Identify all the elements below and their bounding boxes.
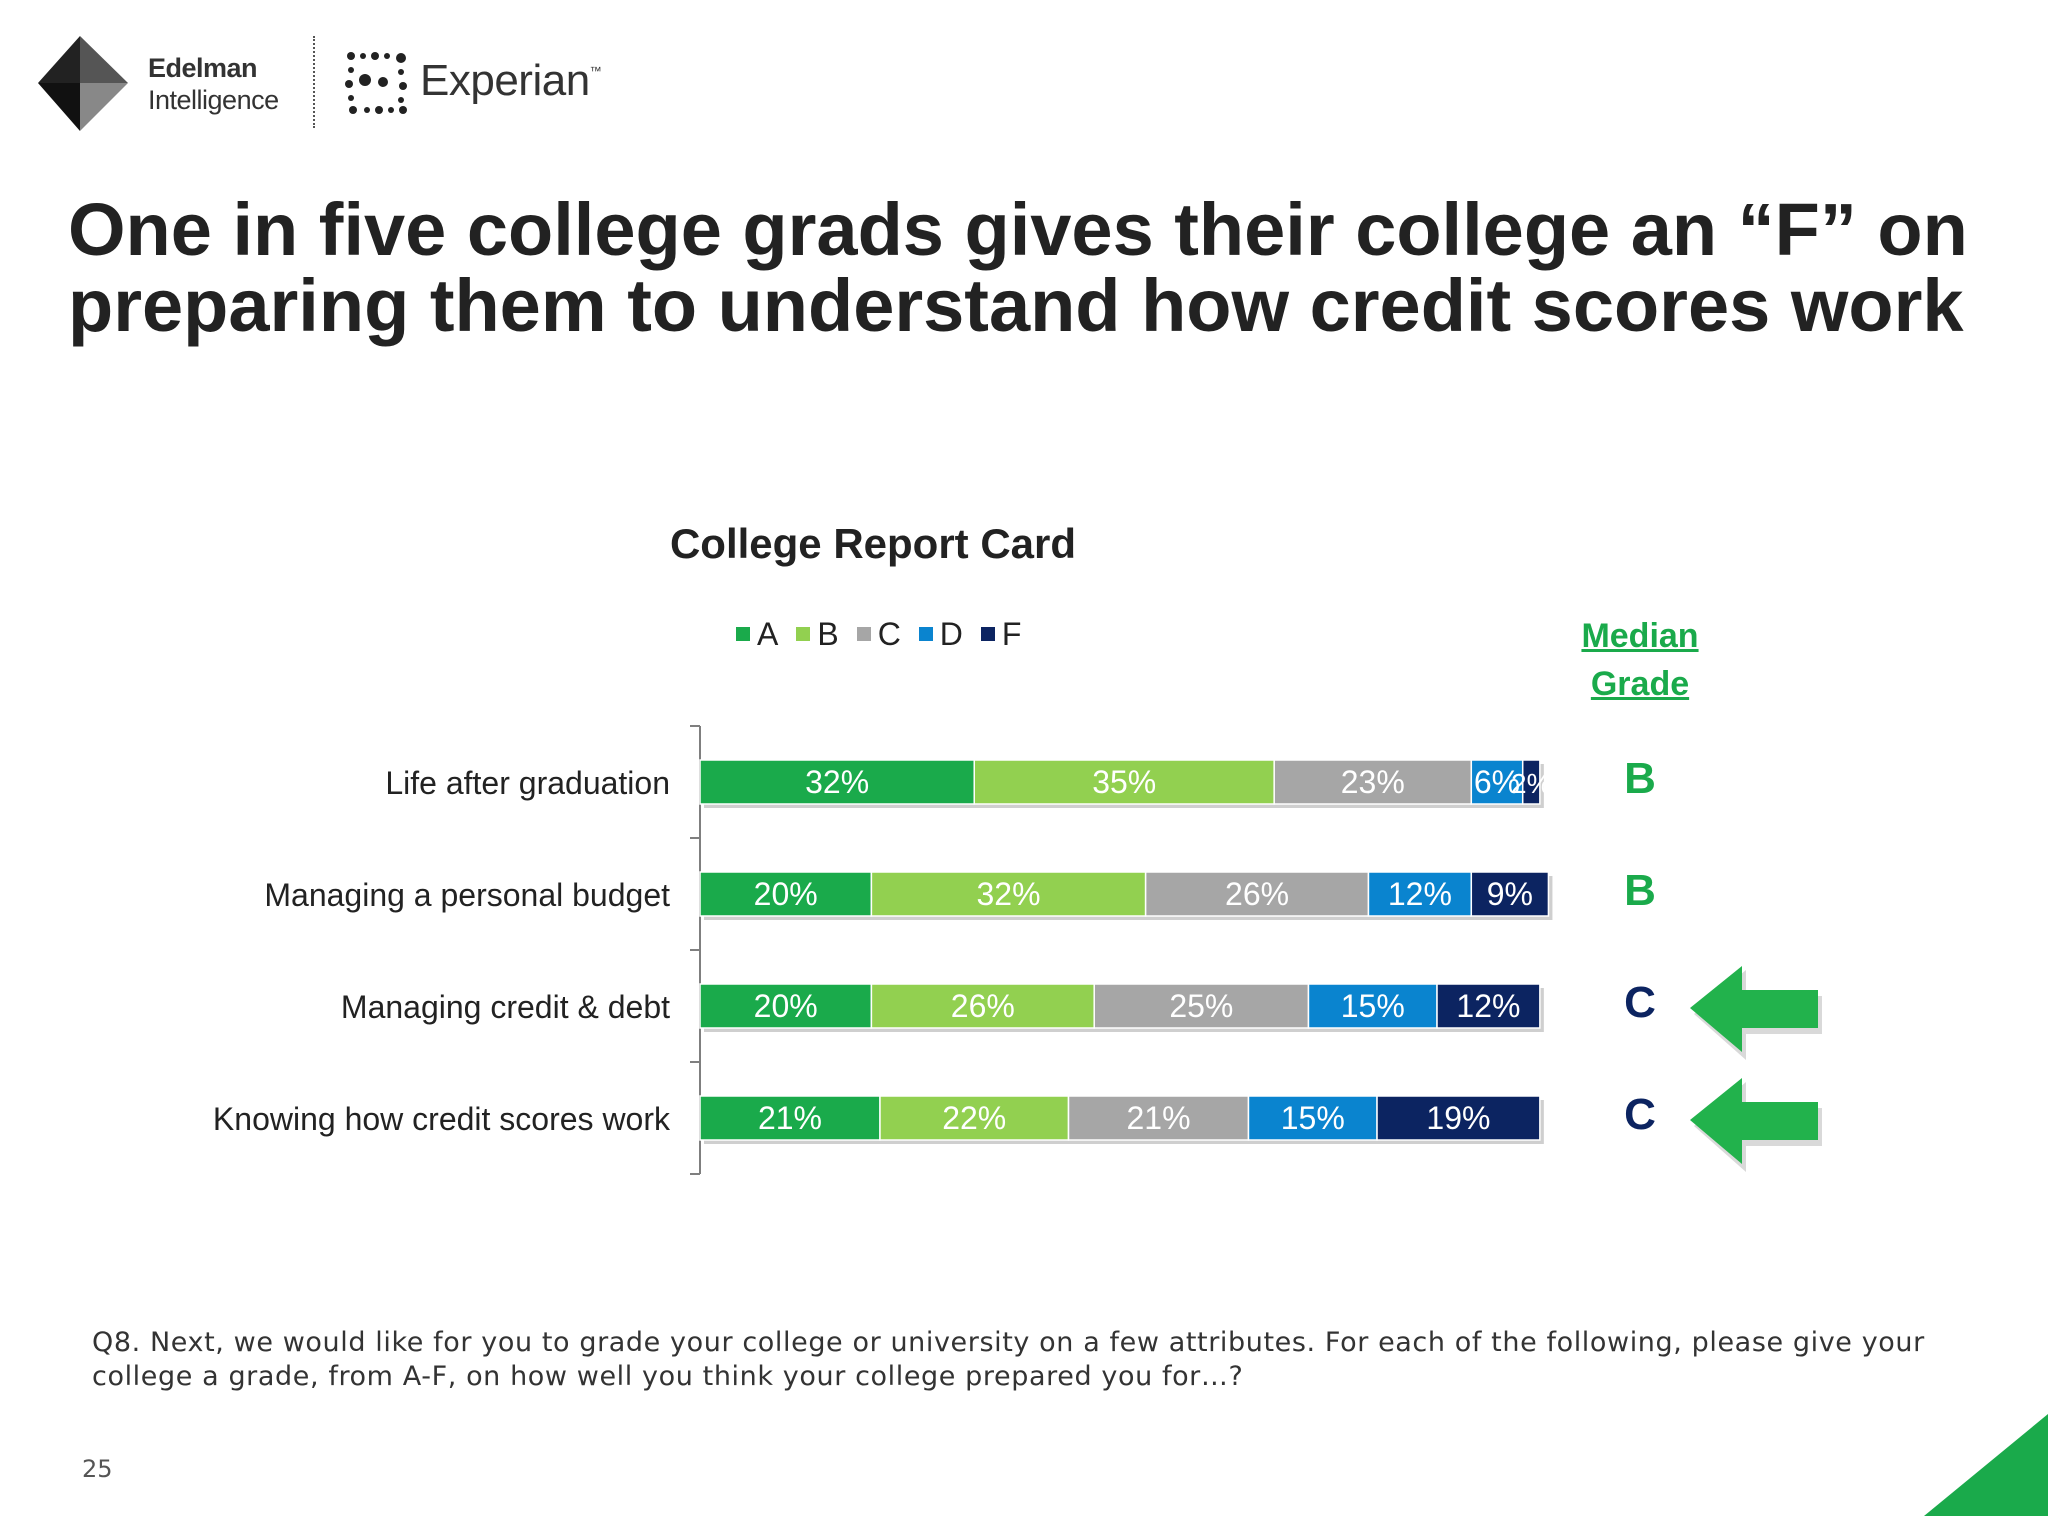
data-label: 21% [758, 1100, 822, 1136]
bar-segment-a [699, 1095, 881, 1141]
logo-area: Edelman Intelligence Experian™ [38, 36, 638, 136]
legend-swatch [856, 627, 871, 641]
data-label: 9% [1487, 876, 1533, 912]
bar-segment-b [870, 871, 1147, 917]
data-label: 12% [1388, 876, 1452, 912]
category-label: Managing credit & debt [341, 989, 670, 1025]
legend-label: F [1001, 615, 1022, 652]
data-label: 26% [951, 988, 1015, 1024]
bar-segment-f [1436, 983, 1541, 1029]
bar-segment-f [1470, 871, 1550, 917]
legend-item-f: F [980, 615, 1022, 653]
experian-logo-icon [345, 52, 407, 114]
bar-segment-f [1376, 1095, 1541, 1141]
legend-swatch [980, 627, 995, 641]
data-label: 12% [1456, 988, 1520, 1024]
bar-segment-c [1093, 983, 1310, 1029]
highlight-arrow-icon [1690, 1078, 1822, 1172]
data-label: 22% [942, 1100, 1006, 1136]
bar-segment-a [699, 759, 975, 805]
data-label: 15% [1341, 988, 1405, 1024]
data-label: 25% [1169, 988, 1233, 1024]
legend-swatch [736, 627, 750, 641]
legend-swatch [918, 627, 933, 641]
highlight-arrow-icon [1690, 966, 1822, 1060]
category-label: Knowing how credit scores work [213, 1101, 671, 1137]
median-grade: C [1624, 978, 1656, 1027]
legend-item-c: C [856, 615, 901, 653]
legend-item-d: D [918, 615, 963, 653]
bar-segment-c [1144, 871, 1370, 917]
experian-name: Experian [420, 56, 590, 105]
data-label: 20% [754, 988, 818, 1024]
experian-wordmark: Experian™ [420, 56, 602, 106]
bar-segment-f [1521, 759, 1541, 805]
legend-label: D [939, 615, 963, 652]
data-label: 26% [1225, 876, 1289, 912]
slide-headline: One in five college grads gives their co… [68, 188, 1968, 347]
edelman-wordmark: Edelman Intelligence [148, 52, 279, 116]
data-label: 32% [805, 764, 869, 800]
median-grade: B [1624, 754, 1656, 803]
edelman-logo-icon [38, 36, 128, 131]
median-header-line2: Grade [1590, 665, 1690, 703]
edelman-subname: Intelligence [148, 85, 279, 115]
legend-label: A [757, 615, 779, 652]
data-label: 32% [976, 876, 1040, 912]
bar-segment-b [870, 983, 1095, 1029]
legend-item-a: A [736, 616, 778, 653]
bar-segment-d [1367, 871, 1473, 917]
data-label: 35% [1092, 764, 1156, 800]
median-grade-header: Median Grade [1560, 612, 1720, 708]
chart-title: College Report Card [669, 520, 1077, 567]
bar-segment-a [699, 871, 873, 917]
data-label: 2% [1511, 768, 1551, 799]
data-label: 19% [1426, 1100, 1490, 1136]
experian-trademark: ™ [589, 64, 602, 78]
bar-segment-c [1273, 759, 1473, 805]
legend-item-b: B [796, 615, 839, 653]
median-grade: B [1624, 866, 1656, 915]
data-label: 20% [754, 876, 818, 912]
category-label: Life after graduation [385, 765, 670, 801]
edelman-name: Edelman [148, 53, 258, 83]
data-label: 15% [1281, 1100, 1345, 1136]
logo-divider [313, 36, 315, 128]
bar-segment-d [1470, 759, 1524, 805]
bar-segment-a [699, 983, 873, 1029]
data-label: 21% [1126, 1100, 1190, 1136]
survey-question: Q8. Next, we would like for you to grade… [92, 1327, 1925, 1392]
median-header-line1: Median [1581, 617, 1699, 655]
legend-swatch [796, 627, 811, 641]
category-label: Managing a personal budget [264, 877, 670, 913]
page-number: 25 [82, 1455, 113, 1483]
corner-triangle-decoration [1924, 1414, 2048, 1516]
legend-label: C [877, 615, 901, 652]
legend-label: B [817, 615, 839, 652]
bar-segment-c [1067, 1095, 1250, 1141]
median-grade: C [1624, 1090, 1656, 1139]
data-label: 23% [1341, 764, 1405, 800]
data-label: 6% [1474, 764, 1520, 800]
